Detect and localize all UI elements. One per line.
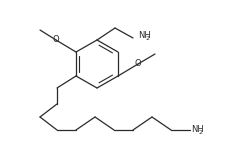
Text: 2: 2	[146, 36, 150, 41]
Text: NH: NH	[191, 126, 204, 135]
Text: O: O	[53, 36, 59, 45]
Text: 2: 2	[199, 130, 203, 135]
Text: O: O	[135, 59, 141, 69]
Text: NH: NH	[138, 32, 151, 41]
